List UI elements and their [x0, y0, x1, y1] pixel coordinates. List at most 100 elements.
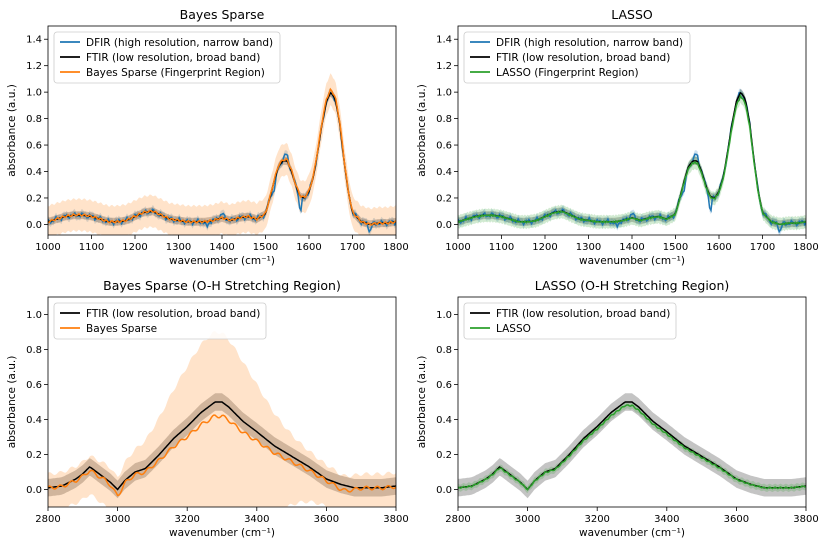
series-line-fit — [458, 94, 806, 226]
y-tick-label: 0.2 — [26, 450, 42, 461]
legend-label-fit: LASSO — [496, 323, 531, 335]
y-tick-label: 0.0 — [436, 220, 452, 231]
x-tick-label: 3400 — [244, 514, 269, 525]
x-tick-label: 1600 — [706, 242, 731, 253]
x-tick-label: 3400 — [654, 514, 679, 525]
legend-box — [53, 302, 267, 340]
legend-label-dfir: DFIR (high resolution, narrow band) — [86, 37, 273, 49]
y-tick-label: 0.8 — [436, 345, 452, 356]
x-tick-label: 2800 — [445, 514, 470, 525]
series-line-fit — [48, 414, 396, 497]
x-tick-label: 3600 — [724, 514, 749, 525]
y-tick-label: 1.0 — [436, 310, 452, 321]
chart-panel-3: 2800 3000 3200 3400 3600 3800 0.0 0.2 0.4 0.6 0.8 1… — [6, 278, 409, 539]
legend-label-ftir: FTIR (low resolution, broad band) — [496, 308, 670, 320]
y-axis-label: absorbance (a.u.) — [6, 84, 18, 177]
legend-box — [463, 31, 691, 84]
x-tick-label: 3000 — [105, 514, 130, 525]
plot-area — [458, 88, 806, 235]
y-tick-label: 0.6 — [26, 141, 42, 152]
y-tick-label: 1.0 — [26, 88, 42, 99]
series-line-fit — [458, 404, 806, 491]
x-tick-label: 2800 — [35, 514, 60, 525]
legend-label-fit: Bayes Sparse (Fingerprint Region) — [86, 67, 265, 79]
chart-panel-2: 1000 1100 1200 1300 1400 1500 1600 1700 1800 0.0 0… — [416, 7, 819, 267]
panel-title: Bayes Sparse (O-H Stretching Region) — [103, 278, 341, 293]
x-tick-label: 1300 — [576, 242, 601, 253]
y-tick-label: 1.2 — [26, 61, 42, 72]
x-tick-label: 1500 — [663, 242, 688, 253]
legend: FTIR (low resolution, broad band) Bayes S… — [53, 302, 267, 340]
y-tick-label: 0.8 — [26, 114, 42, 125]
legend-label-fit: Bayes Sparse — [86, 323, 157, 335]
y-tick-label: 1.2 — [436, 61, 452, 72]
y-tick-label: 0.4 — [436, 415, 452, 426]
x-tick-label: 1400 — [619, 242, 644, 253]
x-axis-label: wavenumber (cm⁻¹) — [579, 255, 685, 267]
y-tick-label: 0.0 — [26, 220, 42, 231]
uncertainty-band-fit — [458, 401, 806, 494]
y-tick-label: 0.0 — [436, 485, 452, 496]
x-tick-label: 1700 — [340, 242, 365, 253]
x-tick-label: 1100 — [489, 242, 514, 253]
legend: DFIR (high resolution, narrow band) FTIR … — [53, 31, 281, 84]
panel-title: LASSO (O-H Stretching Region) — [535, 278, 730, 293]
y-tick-label: 1.4 — [436, 35, 452, 46]
x-axis-label: wavenumber (cm⁻¹) — [169, 255, 275, 267]
y-tick-label: 0.2 — [26, 193, 42, 204]
y-tick-label: 0.4 — [26, 167, 42, 178]
legend-label-fit: LASSO (Fingerprint Region) — [496, 67, 639, 79]
plot-area — [48, 73, 396, 235]
uncertainty-band-fit — [458, 89, 806, 232]
panel-title: Bayes Sparse — [180, 7, 265, 22]
uncertainty-band-dfir — [458, 88, 806, 235]
x-tick-label: 1200 — [122, 242, 147, 253]
y-tick-label: 1.0 — [26, 310, 42, 321]
x-tick-label: 3200 — [174, 514, 199, 525]
legend-label-ftir: FTIR (low resolution, broad band) — [86, 52, 260, 64]
x-axis-label: wavenumber (cm⁻¹) — [579, 527, 685, 539]
legend-box — [53, 31, 281, 84]
x-tick-label: 1000 — [35, 242, 60, 253]
x-tick-label: 1700 — [750, 242, 775, 253]
x-tick-label: 1800 — [793, 242, 818, 253]
y-tick-label: 0.4 — [436, 167, 452, 178]
x-tick-label: 1800 — [383, 242, 408, 253]
x-tick-label: 3800 — [793, 514, 818, 525]
uncertainty-band-dfir — [48, 88, 396, 235]
y-tick-label: 0.6 — [436, 380, 452, 391]
chart-panel-1: 1000 1100 1200 1300 1400 1500 1600 1700 1800 0.0 0… — [6, 7, 409, 267]
uncertainty-band-fit — [48, 73, 396, 235]
y-axis-label: absorbance (a.u.) — [416, 84, 428, 177]
plot-area — [48, 331, 396, 507]
y-tick-label: 1.4 — [26, 35, 42, 46]
legend-label-ftir: FTIR (low resolution, broad band) — [86, 308, 260, 320]
x-tick-label: 1500 — [253, 242, 278, 253]
legend-box — [463, 302, 677, 340]
x-tick-label: 1200 — [532, 242, 557, 253]
series-line-fit — [48, 87, 396, 226]
y-axis-label: absorbance (a.u.) — [416, 356, 428, 449]
legend: FTIR (low resolution, broad band) LASSO — [463, 302, 677, 340]
x-tick-label: 3200 — [584, 514, 609, 525]
y-tick-label: 0.2 — [436, 193, 452, 204]
y-tick-label: 0.6 — [26, 380, 42, 391]
x-tick-label: 3000 — [515, 514, 540, 525]
chart-panel-4: 2800 3000 3200 3400 3600 3800 0.0 0.2 0.4 0.6 0.8 1… — [416, 278, 819, 539]
legend-label-dfir: DFIR (high resolution, narrow band) — [496, 37, 683, 49]
legend: DFIR (high resolution, narrow band) FTIR … — [463, 31, 691, 84]
y-tick-label: 1.0 — [436, 88, 452, 99]
y-axis-label: absorbance (a.u.) — [6, 356, 18, 449]
y-tick-label: 0.8 — [436, 114, 452, 125]
x-tick-label: 1000 — [445, 242, 470, 253]
legend-label-ftir: FTIR (low resolution, broad band) — [496, 52, 670, 64]
x-tick-label: 1100 — [79, 242, 104, 253]
y-tick-label: 0.0 — [26, 485, 42, 496]
x-tick-label: 3800 — [383, 514, 408, 525]
x-axis-label: wavenumber (cm⁻¹) — [169, 527, 275, 539]
plot-frame — [457, 296, 807, 508]
y-tick-label: 0.4 — [26, 415, 42, 426]
y-tick-label: 0.8 — [26, 345, 42, 356]
y-tick-label: 0.6 — [436, 141, 452, 152]
